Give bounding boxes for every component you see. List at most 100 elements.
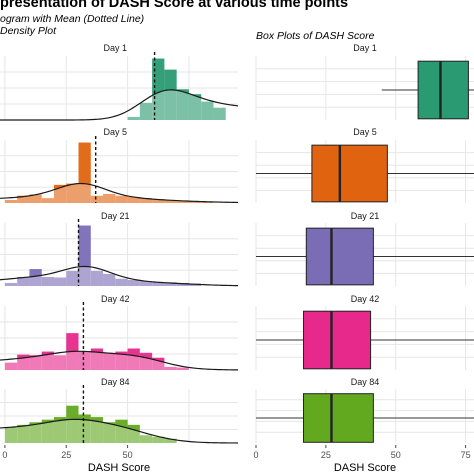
histogram-bar (29, 422, 42, 443)
histogram-bar (176, 200, 189, 203)
histogram-bar (127, 279, 140, 286)
histogram-bar (78, 225, 91, 286)
boxplot-strip-day-1: Day 1 (353, 43, 377, 53)
histogram-bar (115, 351, 128, 370)
histogram-bar (4, 427, 18, 443)
histogram-bar (4, 282, 18, 286)
density-area (0, 89, 238, 120)
histogram-panels: Day 1 Day 5 Day 21 Day 42 Day 84 (0, 43, 239, 444)
boxplot-x-axis-title: DASH Score (334, 462, 396, 474)
histogram-bar (127, 348, 140, 370)
histogram-bar (139, 281, 153, 286)
boxplot-panel-day-21: Day 21 (255, 211, 474, 286)
histogram-panel-day-5: Day 5 (0, 127, 239, 204)
boxplot-panel-day-84: Day 84 (255, 377, 474, 443)
histogram-subtitle: ogram with Mean (Dotted Line) (0, 13, 145, 25)
density-curve (0, 182, 239, 204)
histogram-bar (201, 101, 214, 120)
boxplot-strip-day-21: Day 21 (351, 211, 380, 221)
histogram-x-tick-label: 50 (123, 450, 133, 460)
density-curve (0, 89, 239, 121)
histogram-bar (139, 435, 153, 443)
histogram-bar (201, 201, 214, 203)
histogram-bar (188, 201, 202, 203)
boxplot-box (305, 227, 374, 286)
histogram-bar (29, 269, 42, 286)
histogram-bar (66, 270, 79, 286)
histogram-bar (152, 357, 165, 370)
histogram-strip-day-5: Day 5 (104, 127, 128, 137)
figure-title: presentation of DASH Score at various ti… (0, 0, 349, 11)
histogram-bar (90, 417, 104, 443)
histogram-bar (78, 351, 91, 370)
boxplot-subtitle: Box Plots of DASH Score (256, 30, 375, 42)
histogram-bar (29, 194, 42, 203)
histogram-panel-day-42: Day 42 (0, 294, 239, 371)
histogram-bar (188, 94, 202, 120)
histogram-x-tick-label: 0 (2, 450, 7, 460)
histogram-bar (53, 417, 67, 443)
histogram-bar (66, 405, 79, 443)
histogram-bar (103, 352, 116, 370)
boxplot-box (303, 393, 374, 443)
histogram-strip-day-84: Day 84 (101, 377, 130, 387)
histogram-bar (127, 196, 140, 203)
histogram-bar (152, 58, 165, 120)
density-curve (0, 265, 239, 287)
boxplot-panels: Day 1 Day 5 Day 21 Day 42 Day 84 (255, 43, 474, 443)
histogram-bar (78, 142, 91, 203)
density-subtitle: Density Plot (0, 25, 57, 37)
histogram-bar (53, 277, 67, 286)
histogram-bar (152, 282, 165, 286)
histogram-bar (41, 276, 54, 286)
histogram-bar (152, 199, 165, 203)
histogram-x-axis-title: DASH Score (88, 462, 150, 474)
histogram-bar (90, 348, 104, 370)
histogram-bar (103, 193, 116, 203)
histogram-bar (164, 69, 177, 120)
histogram-bar (103, 422, 116, 443)
histogram-bar (17, 424, 30, 443)
boxplot-strip-day-84: Day 84 (351, 377, 380, 387)
histogram-bar (164, 282, 177, 286)
histogram-bar (53, 184, 67, 203)
histogram-bar (66, 183, 79, 203)
x-axes: 0 25 50 DASH Score 0 25 50 75 DASH Score (2, 445, 471, 474)
boxplot-box (303, 310, 372, 370)
density-curve (0, 418, 239, 444)
histogram-bar (164, 199, 177, 203)
histogram-strip-day-42: Day 42 (101, 294, 130, 304)
histogram-bar (90, 195, 104, 203)
histogram-bar (139, 198, 153, 203)
boxplot-panel-day-5: Day 5 (255, 127, 474, 203)
boxplot-strip-day-42: Day 42 (351, 294, 380, 304)
histogram-bar (152, 436, 165, 443)
histogram-bar (115, 195, 128, 203)
density-area (0, 419, 238, 443)
boxplot-x-tick-label: 75 (461, 450, 471, 460)
boxplot-strip-day-5: Day 5 (353, 127, 377, 137)
histogram-bar (164, 366, 177, 370)
histogram-bar (115, 278, 128, 286)
boxplot-x-tick-label: 0 (253, 450, 258, 460)
boxplot-panel-day-42: Day 42 (255, 294, 474, 370)
boxplot-x-tick-label: 25 (321, 450, 331, 460)
histogram-bar (78, 414, 91, 443)
histogram-panel-day-21: Day 21 (0, 211, 239, 287)
boxplot-x-tick-label: 50 (391, 450, 401, 460)
histogram-bar (176, 89, 189, 120)
histogram-bar (17, 276, 30, 286)
histogram-panel-day-84: Day 84 (0, 377, 239, 444)
histogram-bar (17, 195, 30, 203)
histogram-strip-day-1: Day 1 (104, 43, 128, 53)
histogram-bar (4, 199, 18, 203)
histogram-bar (176, 367, 189, 370)
histogram-bar (127, 116, 140, 120)
boxplot-box (311, 144, 388, 203)
histogram-panel-day-1: Day 1 (0, 43, 239, 121)
histogram-strip-day-21: Day 21 (101, 211, 130, 221)
histogram-bar (176, 282, 189, 286)
histogram-bar (29, 355, 42, 370)
histogram-bar (103, 273, 116, 286)
